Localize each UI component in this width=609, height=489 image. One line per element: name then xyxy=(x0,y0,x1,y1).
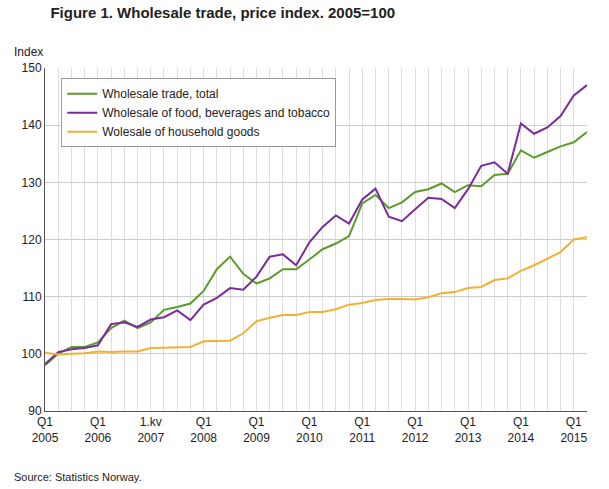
svg-text:Source: Statistics Norway.: Source: Statistics Norway. xyxy=(14,471,142,483)
svg-text:150: 150 xyxy=(22,61,42,75)
svg-text:Wholesale trade, total: Wholesale trade, total xyxy=(102,87,218,101)
svg-text:90: 90 xyxy=(28,404,42,418)
svg-text:100: 100 xyxy=(22,347,42,361)
svg-text:Q12009: Q12009 xyxy=(243,415,270,445)
svg-text:Figure 1. Wholesale trade, pri: Figure 1. Wholesale trade, price index. … xyxy=(50,4,395,21)
svg-text:140: 140 xyxy=(22,118,42,132)
svg-text:Q12011: Q12011 xyxy=(349,415,375,445)
svg-text:Q12006: Q12006 xyxy=(85,415,112,445)
svg-text:Wolesale of household goods: Wolesale of household goods xyxy=(102,125,259,139)
svg-text:Q12012: Q12012 xyxy=(402,415,429,445)
svg-text:Index: Index xyxy=(14,45,43,59)
svg-text:Wholesale of food, beverages a: Wholesale of food, beverages and tobacco xyxy=(102,106,330,120)
svg-text:Q12013: Q12013 xyxy=(455,415,482,445)
svg-text:Q12010: Q12010 xyxy=(296,415,323,445)
svg-text:1.kv2007: 1.kv2007 xyxy=(137,415,164,445)
svg-text:Q12014: Q12014 xyxy=(508,415,535,445)
svg-text:Q12005: Q12005 xyxy=(32,415,59,445)
svg-text:120: 120 xyxy=(22,233,42,247)
svg-text:110: 110 xyxy=(22,290,41,304)
svg-text:Q12008: Q12008 xyxy=(190,415,217,445)
svg-text:Q12015: Q12015 xyxy=(560,415,587,445)
svg-text:130: 130 xyxy=(22,176,42,190)
